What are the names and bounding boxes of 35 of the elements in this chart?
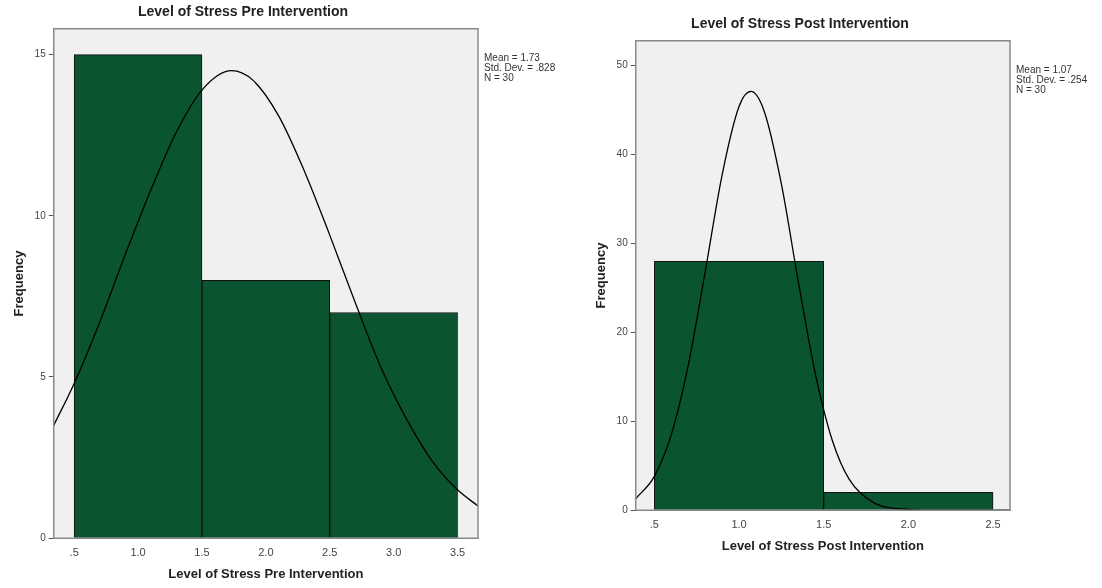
x-tick-label: 2.0 <box>258 545 274 558</box>
x-tick-label: 1.5 <box>816 517 832 530</box>
y-tick-label: 15 <box>34 48 47 60</box>
text: Std. Dev. = .254 <box>1016 73 1088 85</box>
x-tick-label: 2.5 <box>985 517 1001 530</box>
chart-title: Level of Stress Post Intervention <box>691 15 909 32</box>
y-axis-title: Frequency <box>11 249 27 317</box>
text: Mean = 1.73 <box>484 51 541 63</box>
y-tick-label: 5 <box>40 370 47 382</box>
text: N = 30 <box>484 71 515 83</box>
text: Mean = 1.07 <box>1016 63 1073 75</box>
line-series <box>53 70 478 507</box>
x-tick-label: 2.0 <box>900 517 917 530</box>
chart-title: Level of Stress Pre Intervention <box>137 3 349 20</box>
y-tick-label: 0 <box>622 503 629 515</box>
x-tick-label: 1.0 <box>731 517 747 530</box>
y-tick-label: 0 <box>40 531 47 543</box>
text: Std. Dev. = .828 <box>484 61 556 73</box>
x-tick-label: 3.5 <box>449 545 466 558</box>
x-tick-label: .5 <box>69 545 79 558</box>
x-axis-title: Level of Stress Pre Intervention <box>168 565 364 581</box>
y-tick-label: 20 <box>616 326 629 338</box>
x-tick-label: 3.0 <box>386 545 402 558</box>
x-tick-label: .5 <box>649 517 659 530</box>
x-tick-label: 1.5 <box>194 545 210 558</box>
y-axis-title: Frequency <box>593 241 609 309</box>
y-tick-label: 30 <box>616 237 629 249</box>
y-tick-label: 40 <box>616 148 629 160</box>
y-tick-label: 10 <box>34 209 47 221</box>
x-tick-label: 1.0 <box>130 545 146 558</box>
y-tick-label: 10 <box>616 415 629 427</box>
text: N = 30 <box>1016 83 1047 95</box>
x-tick-label: 2.5 <box>322 545 338 558</box>
y-tick-label: 50 <box>616 59 629 71</box>
x-axis-title: Level of Stress Post Intervention <box>721 537 925 553</box>
